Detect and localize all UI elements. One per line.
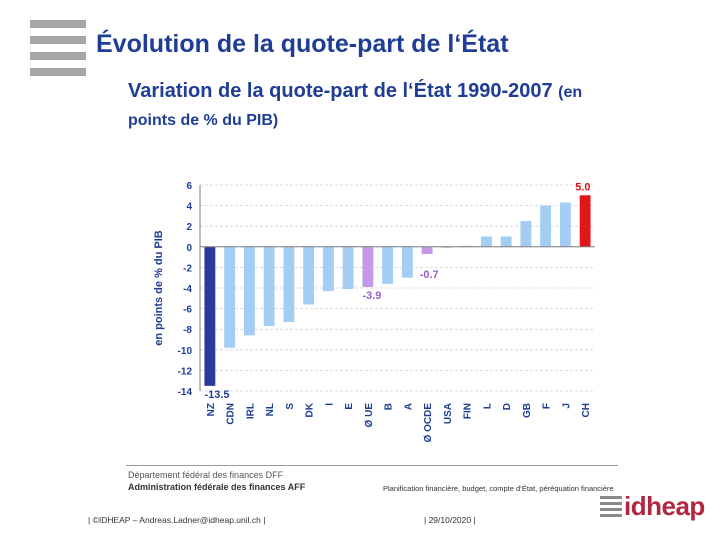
y-tick-label: -8 — [183, 325, 192, 336]
x-tick-label: CDN — [226, 403, 237, 425]
x-tick-label: L — [482, 403, 493, 409]
footer-date: | 29/10/2020 | — [424, 515, 476, 525]
source-division: Planification financière, budget, compte… — [383, 484, 614, 493]
y-tick-label: -14 — [178, 387, 193, 398]
bar-i — [322, 246, 334, 292]
bar-j — [559, 202, 571, 247]
data-label: -3.9 — [362, 290, 381, 302]
y-axis-title: en points de % du PIB — [153, 230, 165, 346]
bar-usa — [441, 246, 453, 248]
bar-a — [401, 246, 413, 278]
chart-title-text: Variation de la quote-part de l‘État 199… — [128, 80, 553, 102]
bar-d — [500, 236, 512, 247]
x-tick-label: NL — [265, 403, 276, 416]
bar-ch — [579, 195, 591, 247]
bar-l — [480, 236, 492, 247]
bar-nl — [263, 246, 275, 327]
y-tick-label: -4 — [183, 284, 192, 295]
bar-f — [540, 205, 552, 247]
data-label: -13.5 — [204, 389, 229, 401]
x-tick-label: D — [502, 403, 513, 410]
bar-gb — [520, 221, 532, 247]
y-tick-label: 4 — [186, 202, 192, 213]
menu-icon[interactable] — [30, 20, 86, 76]
x-tick-label: A — [403, 403, 414, 410]
slide-title: Évolution de la quote-part de l‘État — [96, 30, 509, 58]
x-tick-label: NZ — [206, 403, 217, 416]
y-tick-label: -10 — [178, 346, 193, 357]
bar-irl — [243, 246, 255, 336]
bar-s — [283, 246, 295, 322]
x-tick-label: E — [344, 403, 355, 410]
y-tick-label: -12 — [178, 366, 193, 377]
data-label: -0.7 — [420, 269, 439, 281]
x-tick-label: Ø OCDE — [423, 403, 434, 443]
bar-nz — [204, 246, 216, 386]
source-aff: Administration fédérale des finances AFF — [128, 482, 306, 492]
y-tick-label: -6 — [183, 305, 192, 316]
bar-b — [382, 246, 394, 284]
idheap-logo-icon — [600, 496, 622, 517]
x-tick-label: USA — [443, 403, 454, 424]
data-label: 5.0 — [575, 181, 590, 193]
x-tick-label: GB — [522, 403, 533, 418]
footer-divider — [126, 465, 618, 466]
x-tick-label: I — [324, 403, 335, 406]
bar-dk — [303, 246, 315, 305]
x-tick-label: DK — [305, 402, 316, 417]
bar-cdn — [224, 246, 236, 348]
bar-ocde — [421, 246, 433, 255]
bar-fin — [461, 245, 473, 247]
chart-title: Variation de la quote-part de l‘État 199… — [128, 78, 598, 134]
x-tick-label: Ø UE — [364, 403, 375, 428]
chart-subtitle: (en points de % du PIB) — [128, 84, 583, 129]
bar-e — [342, 246, 354, 290]
x-tick-label: F — [542, 403, 553, 409]
x-tick-label: J — [561, 403, 572, 409]
source-dff: Département fédéral des finances DFF — [128, 470, 284, 480]
idheap-logo: idheap — [624, 491, 705, 521]
x-tick-label: CH — [581, 403, 592, 417]
x-tick-label: B — [384, 403, 395, 410]
y-tick-label: 6 — [186, 181, 192, 192]
x-tick-label: FIN — [463, 403, 474, 419]
footer-copyright: | ©IDHEAP – Andreas.Ladner@idheap.unil.c… — [88, 515, 266, 525]
y-tick-label: -2 — [183, 263, 192, 274]
y-tick-label: 2 — [186, 222, 192, 233]
x-tick-label: S — [285, 403, 296, 410]
x-tick-label: IRL — [245, 403, 256, 419]
bar-ue — [362, 246, 374, 287]
y-tick-label: 0 — [186, 243, 192, 254]
